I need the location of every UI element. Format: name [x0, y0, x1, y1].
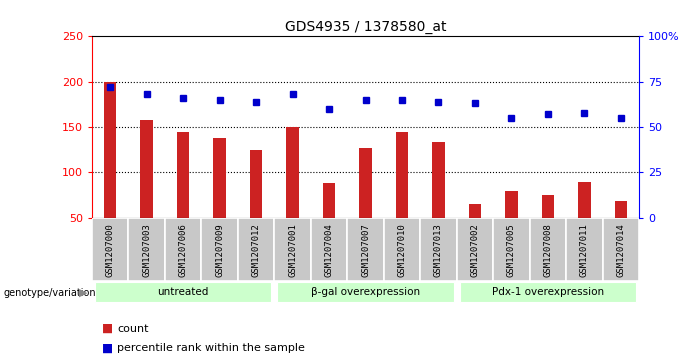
Bar: [493, 218, 530, 281]
Text: GSM1207008: GSM1207008: [543, 223, 552, 277]
Bar: [201, 218, 238, 281]
Bar: [384, 218, 420, 281]
Bar: [95, 282, 271, 302]
Bar: [103, 82, 116, 218]
Bar: [566, 218, 602, 281]
Bar: [277, 282, 454, 302]
Bar: [250, 150, 262, 218]
Bar: [92, 218, 129, 281]
Bar: [505, 191, 518, 218]
Bar: [165, 218, 201, 281]
Bar: [460, 282, 636, 302]
Text: GSM1207003: GSM1207003: [142, 223, 151, 277]
Bar: [347, 218, 384, 281]
Bar: [602, 218, 639, 281]
Text: GSM1207010: GSM1207010: [398, 223, 407, 277]
Text: GSM1207009: GSM1207009: [215, 223, 224, 277]
Bar: [359, 148, 372, 218]
Bar: [396, 131, 409, 218]
Bar: [311, 218, 347, 281]
Text: percentile rank within the sample: percentile rank within the sample: [117, 343, 305, 354]
Text: ■: ■: [102, 322, 113, 335]
Bar: [238, 218, 274, 281]
Text: GSM1207004: GSM1207004: [324, 223, 333, 277]
Bar: [541, 195, 554, 218]
Text: GSM1207013: GSM1207013: [434, 223, 443, 277]
Text: GSM1207005: GSM1207005: [507, 223, 516, 277]
Bar: [578, 182, 591, 218]
Bar: [469, 204, 481, 218]
Text: GSM1207001: GSM1207001: [288, 223, 297, 277]
Text: GSM1207012: GSM1207012: [252, 223, 260, 277]
Bar: [615, 201, 628, 218]
Bar: [286, 127, 299, 218]
Title: GDS4935 / 1378580_at: GDS4935 / 1378580_at: [285, 20, 446, 34]
Bar: [530, 218, 566, 281]
Text: ▶: ▶: [79, 288, 87, 298]
Bar: [322, 183, 335, 218]
Bar: [420, 218, 457, 281]
Text: GSM1207014: GSM1207014: [617, 223, 626, 277]
Bar: [129, 218, 165, 281]
Bar: [274, 218, 311, 281]
Text: untreated: untreated: [157, 287, 209, 297]
Bar: [457, 218, 493, 281]
Bar: [213, 138, 226, 218]
Text: GSM1207006: GSM1207006: [179, 223, 188, 277]
Text: count: count: [117, 323, 148, 334]
Text: Pdx-1 overexpression: Pdx-1 overexpression: [492, 287, 604, 297]
Bar: [140, 120, 153, 218]
Text: GSM1207011: GSM1207011: [580, 223, 589, 277]
Text: GSM1207007: GSM1207007: [361, 223, 370, 277]
Text: genotype/variation: genotype/variation: [3, 288, 96, 298]
Text: β-gal overexpression: β-gal overexpression: [311, 287, 420, 297]
Bar: [432, 142, 445, 218]
Bar: [177, 131, 190, 218]
Text: ■: ■: [102, 342, 113, 355]
Text: GSM1207002: GSM1207002: [471, 223, 479, 277]
Text: GSM1207000: GSM1207000: [105, 223, 114, 277]
